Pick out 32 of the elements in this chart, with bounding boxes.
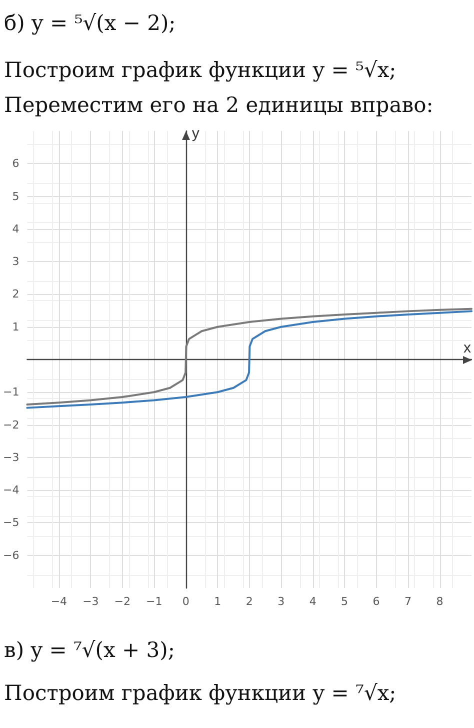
y-tick-label: −1 <box>2 386 20 399</box>
y-tick-label: 1 <box>12 320 20 334</box>
x-tick-label: 0 <box>182 595 190 608</box>
text: Переместим его на 2 единицы вправо: <box>4 92 434 119</box>
text: в) y = ⁷√(x + 3); <box>4 637 176 664</box>
y-tick-label: −2 <box>2 418 20 432</box>
chart-title: б) y = ⁵√(x − 2); <box>4 10 177 37</box>
y-tick-label: 2 <box>12 288 20 301</box>
text: Построим график функции y = ⁷√x; <box>4 680 398 707</box>
y-axis-title: y <box>192 125 200 142</box>
y-tick-label: 5 <box>12 190 20 203</box>
x-axis-title: x <box>464 340 472 356</box>
x-tick-label: 8 <box>436 595 444 608</box>
chart-subtitle: Построим график функции y = ⁵√x; <box>4 57 398 84</box>
x-tick-label: −1 <box>146 595 162 608</box>
x-tick-label: 4 <box>309 595 316 608</box>
y-tick-label: 3 <box>12 255 20 268</box>
y-tick-label: −6 <box>2 548 20 562</box>
y-tick-label: 4 <box>12 222 20 236</box>
x-tick-label: 7 <box>404 595 412 608</box>
x-tick-label: −4 <box>50 595 68 608</box>
y-tick-label: 6 <box>12 157 20 170</box>
x-tick-label: −2 <box>114 595 131 608</box>
y-tick-label: −4 <box>2 484 20 497</box>
x-tick-label: 1 <box>214 595 222 608</box>
y-tick-label: −5 <box>2 516 20 530</box>
x-tick-label: 5 <box>341 595 348 608</box>
x-tick-label: 6 <box>372 595 380 608</box>
x-tick-label: 2 <box>246 595 253 608</box>
y-tick-label: −3 <box>2 450 20 464</box>
x-tick-label: −3 <box>82 595 99 608</box>
x-tick-label: 3 <box>278 595 285 608</box>
